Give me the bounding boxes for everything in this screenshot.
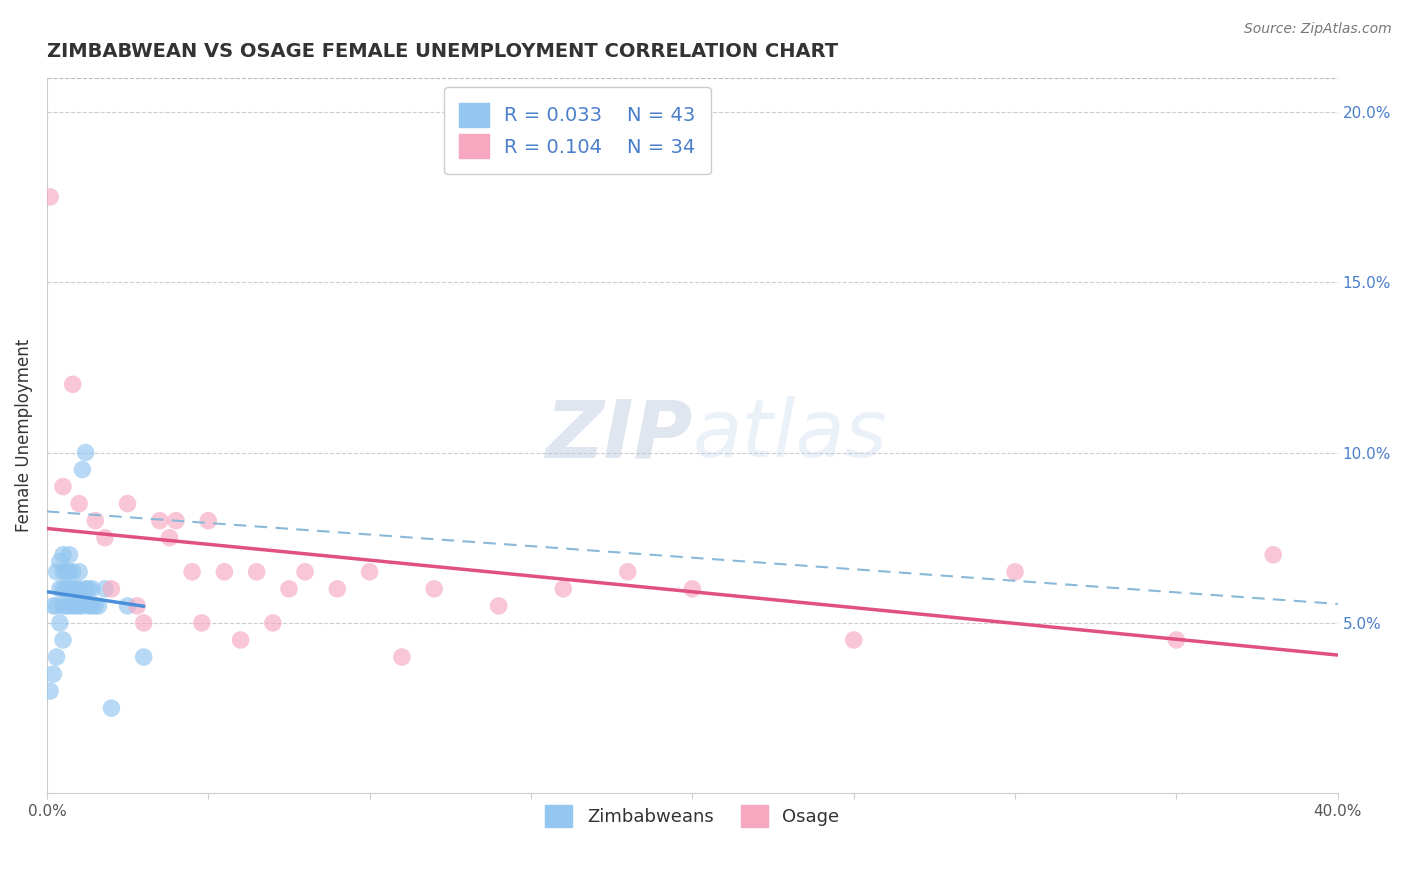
Point xyxy=(67,497,90,511)
Text: Source: ZipAtlas.com: Source: ZipAtlas.com xyxy=(1244,22,1392,37)
Y-axis label: Female Unemployment: Female Unemployment xyxy=(15,339,32,533)
Point xyxy=(80,599,103,613)
Point xyxy=(45,565,67,579)
Point xyxy=(94,582,117,596)
Point xyxy=(117,599,139,613)
Point xyxy=(45,650,67,665)
Point xyxy=(87,599,110,613)
Point xyxy=(191,615,214,630)
Legend: Zimbabweans, Osage: Zimbabweans, Osage xyxy=(538,798,846,834)
Point xyxy=(52,548,75,562)
Point xyxy=(132,615,155,630)
Point xyxy=(326,582,349,596)
Point xyxy=(262,615,284,630)
Point xyxy=(127,599,149,613)
Point xyxy=(553,582,575,596)
Point xyxy=(77,599,100,613)
Point xyxy=(159,531,181,545)
Point xyxy=(681,582,703,596)
Point xyxy=(246,565,269,579)
Point xyxy=(52,599,75,613)
Point xyxy=(62,377,84,392)
Point xyxy=(65,599,87,613)
Point xyxy=(165,514,187,528)
Point xyxy=(67,565,90,579)
Point xyxy=(294,565,316,579)
Point xyxy=(42,667,65,681)
Point xyxy=(77,582,100,596)
Point xyxy=(42,599,65,613)
Point xyxy=(52,582,75,596)
Point xyxy=(49,582,72,596)
Point xyxy=(58,565,80,579)
Point xyxy=(39,684,62,698)
Point xyxy=(84,599,107,613)
Text: atlas: atlas xyxy=(692,396,887,475)
Point xyxy=(617,565,640,579)
Point xyxy=(94,531,117,545)
Point xyxy=(84,514,107,528)
Point xyxy=(55,582,77,596)
Point xyxy=(75,582,97,596)
Point xyxy=(58,599,80,613)
Point xyxy=(181,565,204,579)
Point xyxy=(45,599,67,613)
Point xyxy=(39,190,62,204)
Point xyxy=(52,480,75,494)
Point xyxy=(55,599,77,613)
Point xyxy=(100,582,122,596)
Point xyxy=(277,582,299,596)
Point xyxy=(149,514,172,528)
Point xyxy=(391,650,413,665)
Point xyxy=(100,701,122,715)
Point xyxy=(197,514,219,528)
Point xyxy=(49,555,72,569)
Point xyxy=(58,548,80,562)
Point xyxy=(49,615,72,630)
Point xyxy=(75,445,97,459)
Point xyxy=(359,565,381,579)
Point xyxy=(72,462,94,476)
Point xyxy=(72,599,94,613)
Text: ZIMBABWEAN VS OSAGE FEMALE UNEMPLOYMENT CORRELATION CHART: ZIMBABWEAN VS OSAGE FEMALE UNEMPLOYMENT … xyxy=(46,42,838,61)
Point xyxy=(52,565,75,579)
Point xyxy=(55,565,77,579)
Point xyxy=(67,582,90,596)
Point xyxy=(1166,632,1188,647)
Point xyxy=(58,582,80,596)
Point xyxy=(214,565,236,579)
Point xyxy=(423,582,446,596)
Point xyxy=(62,599,84,613)
Point xyxy=(1004,565,1026,579)
Point xyxy=(80,582,103,596)
Point xyxy=(488,599,510,613)
Point xyxy=(229,632,252,647)
Text: ZIP: ZIP xyxy=(546,396,692,475)
Point xyxy=(842,632,865,647)
Point xyxy=(1263,548,1285,562)
Point xyxy=(65,582,87,596)
Point xyxy=(62,565,84,579)
Point xyxy=(52,632,75,647)
Point xyxy=(67,599,90,613)
Point xyxy=(117,497,139,511)
Point xyxy=(132,650,155,665)
Point xyxy=(62,582,84,596)
